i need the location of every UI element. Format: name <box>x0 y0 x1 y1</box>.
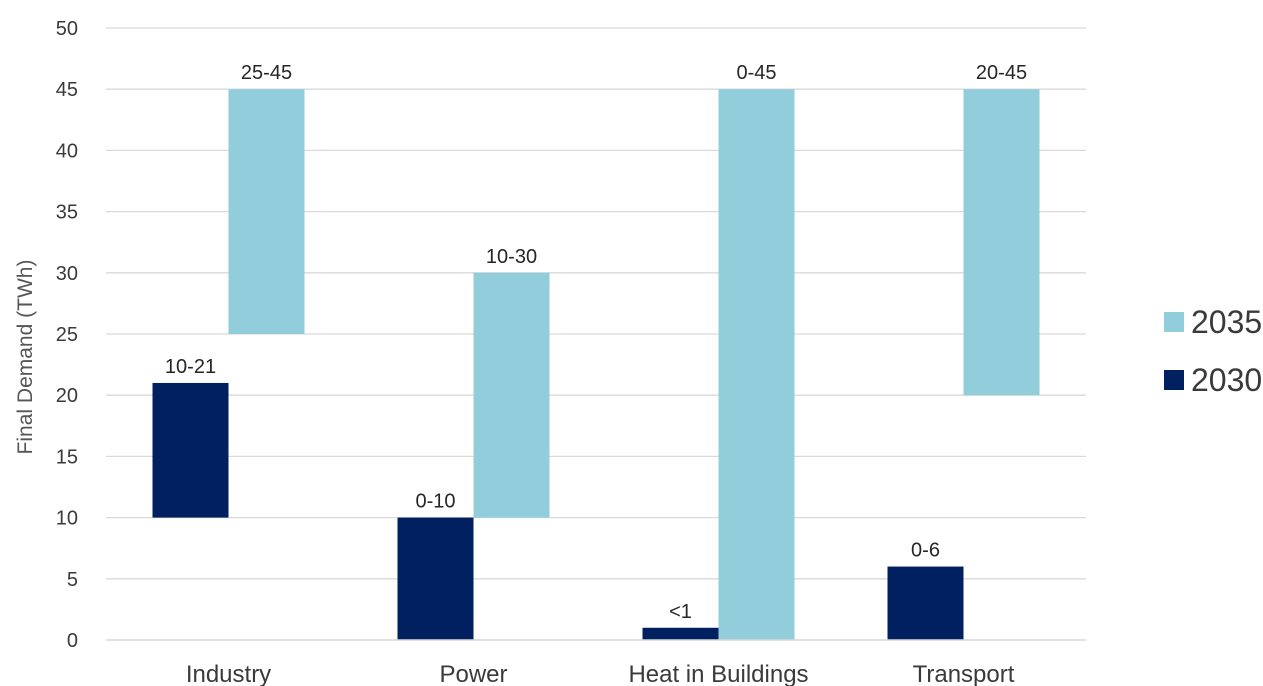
data-label: 20-45 <box>976 62 1027 84</box>
x-tick-label: Transport <box>913 661 1015 686</box>
axes: 0 5 10 15 20 25 30 35 40 45 50 Industry Power Heat in… <box>56 18 1086 686</box>
legend: 2035 2030 <box>1164 304 1262 398</box>
y-tick-label: 50 <box>56 18 78 40</box>
x-tick-label: Heat in Buildings <box>628 661 808 686</box>
legend-label-2035: 2035 <box>1191 304 1262 340</box>
y-tick-label: 15 <box>56 446 78 468</box>
x-tick-label: Industry <box>186 661 271 686</box>
y-tick-label: 20 <box>56 385 78 407</box>
legend-label-2030: 2030 <box>1191 362 1262 398</box>
data-label: 0-6 <box>911 540 940 562</box>
data-labels: 10-21 0-10 <1 0-6 25-45 10-30 0-45 20-45 <box>165 62 1027 623</box>
data-label: <1 <box>669 601 692 623</box>
legend-swatch-2030 <box>1164 370 1184 390</box>
y-axis-title: Final Demand (TWh) <box>14 260 37 455</box>
bar-2035-power <box>473 272 550 518</box>
bar-2035-industry <box>228 89 305 334</box>
bar-2035-heat-in-buildings <box>718 89 795 640</box>
y-tick-label: 10 <box>56 508 78 530</box>
legend-swatch-2035 <box>1164 312 1184 332</box>
bar-2030-heat-in-buildings <box>642 627 719 640</box>
data-label: 25-45 <box>241 62 292 84</box>
bar-2035-transport <box>963 89 1040 396</box>
x-tick-label: Power <box>439 661 507 686</box>
data-label: 10-30 <box>486 246 537 268</box>
y-tick-label: 40 <box>56 140 78 162</box>
y-tick-label: 45 <box>56 79 78 101</box>
y-tick-label: 5 <box>67 569 78 591</box>
bar-2030-power <box>397 517 474 640</box>
bar-2030-industry <box>152 382 229 518</box>
y-tick-label: 25 <box>56 324 78 346</box>
y-tick-label: 35 <box>56 202 78 224</box>
data-label: 0-45 <box>736 62 776 84</box>
bar-2030-transport <box>887 566 964 640</box>
y-tick-label: 30 <box>56 263 78 285</box>
data-label: 0-10 <box>415 491 455 513</box>
y-tick-label: 0 <box>67 630 78 652</box>
bars <box>152 89 1040 640</box>
data-label: 10-21 <box>165 356 216 378</box>
